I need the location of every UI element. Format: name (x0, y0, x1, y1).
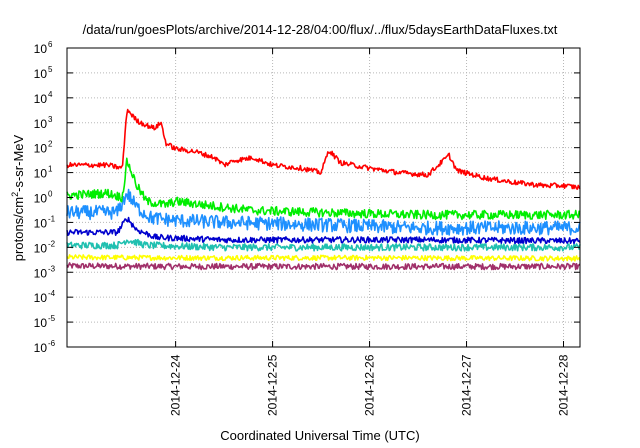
y-tick-exponent: -2 (48, 239, 56, 248)
x-tick-label: 2014-12-25 (266, 354, 280, 416)
y-tick-label: 10 (34, 42, 48, 56)
grid-lines (67, 48, 580, 347)
y-tick-exponent: 4 (48, 90, 53, 99)
y-tick-label: 10 (34, 117, 48, 131)
y-tick-exponent: 1 (48, 165, 53, 174)
y-tick-exponent: 5 (48, 65, 53, 74)
y-tick-exponent: 3 (48, 115, 53, 124)
y-tick-exponent: 2 (48, 140, 53, 149)
y-tick-label: 10 (34, 291, 48, 305)
y-tick-label: 10 (34, 92, 48, 106)
y-tick-label: 10 (34, 167, 48, 181)
axis-ticks: 10 -610 -510 -410 -310 -210 -110 010 110 210 310 41… (34, 40, 580, 416)
y-tick-exponent: -5 (48, 314, 56, 323)
x-tick-label: 2014-12-27 (460, 354, 474, 416)
y-tick-label: 10 (34, 67, 48, 81)
y-tick-label: 10 (34, 316, 48, 330)
series-line (66, 254, 581, 262)
y-tick-exponent: -4 (48, 289, 56, 298)
series-line (66, 188, 581, 236)
y-tick-label: 10 (34, 216, 48, 230)
series-line (66, 216, 581, 245)
series-line (66, 238, 581, 252)
chart-title: /data/run/goesPlots/archive/2014-12-28/0… (82, 22, 558, 37)
y-tick-exponent: -6 (48, 339, 56, 348)
series-line (66, 108, 581, 190)
series-layer (66, 108, 581, 271)
x-axis-label: Coordinated Universal Time (UTC) (220, 428, 420, 443)
x-tick-label: 2014-12-24 (169, 354, 183, 416)
y-tick-label: 10 (34, 341, 48, 355)
x-tick-label: 2014-12-28 (557, 354, 571, 416)
y-tick-exponent: 0 (48, 190, 53, 199)
y-tick-label: 10 (34, 142, 48, 156)
y-tick-exponent: -3 (48, 264, 56, 273)
y-tick-label: 10 (34, 192, 48, 206)
series-line (66, 157, 581, 221)
y-tick-label: 10 (34, 266, 48, 280)
series-line (66, 262, 581, 271)
y-tick-label: 10 (34, 241, 48, 255)
y-tick-exponent: -1 (48, 214, 56, 223)
x-tick-label: 2014-12-26 (363, 354, 377, 416)
y-tick-exponent: 6 (48, 40, 53, 49)
